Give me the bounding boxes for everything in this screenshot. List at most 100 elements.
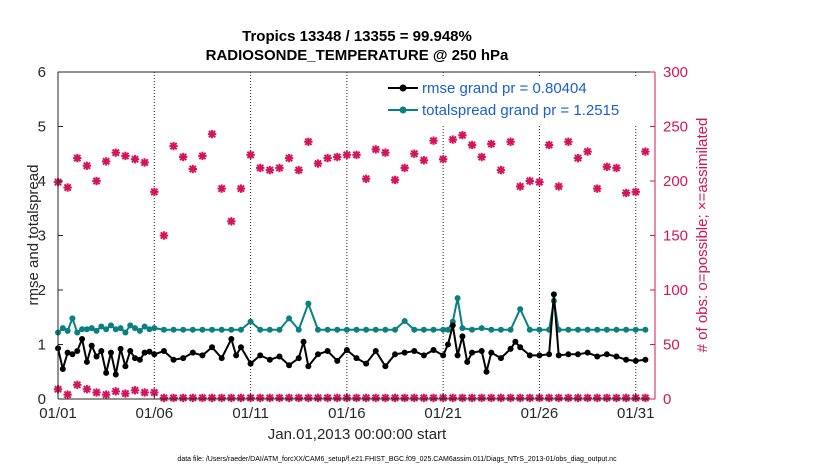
obs-assimilated-point-37-d2	[410, 394, 419, 402]
right-tick-label-4: 200	[663, 173, 688, 190]
obs-possible-point-31	[352, 150, 361, 160]
obs-assimilated-point-35-d2	[391, 394, 399, 402]
rmse-point-9	[98, 348, 105, 355]
obs-assimilated-point-55	[583, 393, 592, 403]
obs-assimilated-point-19	[236, 393, 246, 403]
obs-assimilated-point-27-d2	[314, 394, 322, 402]
obs-assimilated-point-58	[612, 393, 621, 403]
obs-assimilated-point-5	[101, 390, 111, 399]
rmse-point-59	[478, 348, 485, 355]
obs-assimilated-point-45	[487, 393, 496, 403]
obs-possible-point-21-d2	[256, 164, 265, 172]
obs-possible-point-12	[169, 141, 178, 151]
totalspread-point-48	[420, 326, 427, 333]
totalspread-point-72	[623, 326, 630, 333]
obs-possible-point-11-d2	[160, 231, 168, 240]
obs-possible-point-53-d2	[564, 137, 573, 146]
rmse-point-78	[632, 357, 639, 364]
right-tick-label-6: 300	[663, 64, 688, 81]
obs-assimilated-point-54	[573, 393, 583, 403]
obs-possible-point-28	[323, 153, 332, 163]
obs-assimilated-point-15	[198, 393, 207, 403]
totalspread-point-44	[382, 326, 389, 333]
totalspread-point-32	[266, 326, 273, 333]
obs-possible-point-42	[458, 131, 467, 140]
obs-assimilated-point-21-d2	[256, 394, 265, 402]
totalspread-point-62	[536, 326, 543, 333]
obs-possible-point-35	[390, 175, 400, 185]
rmse-point-27	[218, 355, 225, 362]
totalspread-point-29	[237, 326, 244, 333]
obs-possible-point-45-d2	[487, 140, 496, 148]
obs-assimilated-point-24-d2	[285, 394, 293, 402]
rmse-point-51	[430, 346, 437, 353]
totalspread-point-69	[594, 326, 601, 333]
totalspread-point-67	[574, 326, 581, 333]
obs-assimilated-point-25	[294, 393, 303, 403]
rmse-point-12	[112, 371, 119, 378]
rmse-point-62	[497, 355, 504, 362]
rmse-point-25	[199, 352, 206, 359]
rmse-point-8	[93, 353, 100, 360]
totalspread-point-7	[88, 325, 95, 332]
obs-possible-point-32-d2	[362, 174, 370, 183]
rmse-point-10	[103, 369, 110, 376]
obs-possible-point-54-d2	[574, 154, 582, 162]
totalspread-point-14	[122, 329, 129, 336]
plot-area	[58, 72, 655, 399]
obs-possible-point-46-d2	[497, 166, 505, 174]
obs-assimilated-point-38-d2	[420, 394, 428, 402]
obs-possible-point-55	[583, 147, 592, 156]
rmse-point-61	[488, 349, 495, 356]
obs-possible-point-27	[313, 159, 323, 168]
obs-possible-point-54	[573, 153, 583, 163]
obs-possible-point-60	[631, 187, 640, 197]
obs-assimilated-point-31	[352, 393, 361, 403]
rmse-point-3	[69, 351, 76, 358]
obs-possible-point-2	[73, 153, 82, 163]
obs-possible-point-50-d2	[535, 178, 544, 186]
right-y-axis-label: # of obs: o=possible; ×=assimilated	[694, 118, 711, 353]
obs-possible-point-34-d2	[381, 148, 390, 157]
x-tick-label-5: 01/26	[521, 405, 559, 422]
obs-assimilated-point-39	[429, 393, 438, 403]
rmse-point-7	[88, 342, 95, 349]
totalspread-point-13	[117, 325, 124, 332]
totalspread-point-60	[517, 306, 524, 313]
obs-assimilated-point-8	[130, 386, 140, 395]
left-tick-label-0: 0	[38, 391, 46, 408]
totalspread-point-74	[642, 326, 649, 333]
legend-rmse-label: rmse grand pr = 0.80404	[422, 80, 587, 97]
rmse-point-76	[613, 353, 620, 360]
totalspread-point-71	[613, 326, 620, 333]
x-tick-label-4: 01/21	[424, 405, 462, 422]
rmse-point-46	[382, 363, 389, 370]
obs-possible-point-28-d2	[323, 154, 332, 162]
left-y-axis-ticks: 0 1 2 3 4 5 6	[38, 64, 63, 408]
obs-assimilated-point-23	[275, 393, 284, 403]
rmse-point-69	[550, 291, 557, 298]
left-y-axis-label: rmse and totalspread	[25, 165, 42, 306]
rmse-point-31	[247, 360, 254, 367]
x-tick-label-6: 01/31	[617, 405, 655, 422]
rmse-point-34	[276, 353, 283, 360]
rmse-point-53	[444, 341, 451, 348]
obs-possible-point-42-d2	[458, 131, 467, 140]
obs-possible-point-34	[381, 148, 390, 157]
obs-possible-point-29-d2	[333, 153, 342, 161]
obs-possible-point-26-d2	[304, 137, 313, 146]
data-file-footnote: data file: /Users/raeder/DAI/ATM_forcXX/…	[177, 456, 617, 463]
obs-assimilated-point-39-d2	[429, 394, 438, 402]
totalspread-point-54	[459, 325, 466, 332]
obs-possible-point-9	[140, 158, 149, 167]
legend: rmse grand pr = 0.80404 totalspread gran…	[384, 78, 650, 124]
obs-possible-point-14-d2	[188, 165, 197, 173]
obs-assimilated-point-19-d2	[237, 394, 245, 402]
totalspread-point-15	[127, 322, 134, 329]
obs-possible-point-17	[217, 184, 226, 193]
obs-possible-point-40	[438, 155, 448, 164]
obs-assimilated-point-16-d2	[208, 394, 216, 402]
rmse-point-29	[233, 352, 240, 359]
obs-assimilated-point-4	[92, 388, 101, 397]
